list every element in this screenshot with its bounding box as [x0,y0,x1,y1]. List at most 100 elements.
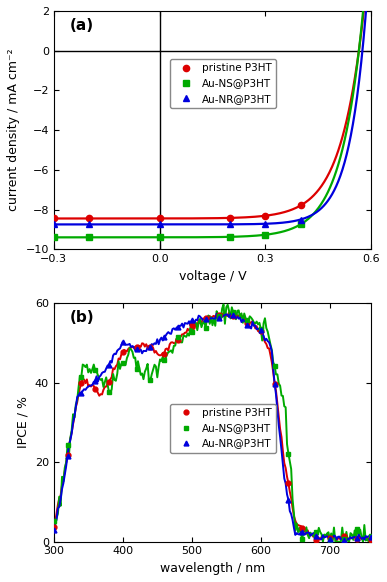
Au-NS@P3HT [298,221,303,228]
Au-NR@P3HT [272,380,277,387]
Au-NR@P3HT [300,528,305,535]
pristine P3HT [259,328,263,335]
Au-NR@P3HT [162,333,166,340]
pristine P3HT [300,524,305,531]
Au-NR@P3HT [231,312,236,319]
Text: (b): (b) [70,310,94,325]
Au-NR@P3HT [245,322,249,329]
pristine P3HT [51,215,56,222]
pristine P3HT [272,380,277,387]
Au-NR@P3HT [298,216,303,223]
Au-NS@P3HT [79,373,84,380]
Au-NR@P3HT [286,496,291,503]
Line: Au-NS@P3HT: Au-NS@P3HT [51,221,304,240]
pristine P3HT [120,349,125,356]
Au-NS@P3HT [93,367,98,374]
Au-NR@P3HT [314,533,319,540]
pristine P3HT [51,523,56,530]
Line: Au-NR@P3HT: Au-NR@P3HT [51,217,304,228]
Au-NS@P3HT [134,365,139,372]
pristine P3HT [245,320,249,327]
Au-NR@P3HT [157,221,162,228]
pristine P3HT [93,386,98,393]
Au-NS@P3HT [327,536,332,543]
Line: Au-NS@P3HT: Au-NS@P3HT [51,310,374,542]
Line: pristine P3HT: pristine P3HT [51,312,374,542]
pristine P3HT [327,535,332,542]
Au-NS@P3HT [190,329,194,336]
pristine P3HT [148,343,153,350]
Au-NS@P3HT [148,377,153,384]
Au-NS@P3HT [314,528,319,535]
Au-NR@P3HT [327,536,332,543]
Y-axis label: current density / mA cm⁻²: current density / mA cm⁻² [7,49,20,211]
Au-NR@P3HT [51,527,56,534]
Au-NR@P3HT [107,361,111,368]
X-axis label: voltage / V: voltage / V [179,269,246,283]
Au-NR@P3HT [79,389,84,396]
pristine P3HT [286,480,291,487]
Au-NS@P3HT [157,234,162,241]
Au-NS@P3HT [107,388,111,395]
Legend: pristine P3HT, Au-NS@P3HT, Au-NR@P3HT: pristine P3HT, Au-NS@P3HT, Au-NR@P3HT [170,59,276,108]
Au-NS@P3HT [245,317,249,324]
Au-NR@P3HT [259,327,263,334]
pristine P3HT [157,215,162,222]
Au-NR@P3HT [93,377,98,384]
Line: pristine P3HT: pristine P3HT [51,203,304,222]
pristine P3HT [298,202,303,209]
Au-NS@P3HT [51,234,56,241]
pristine P3HT [107,378,111,385]
pristine P3HT [217,311,222,318]
pristine P3HT [190,322,194,329]
Au-NR@P3HT [120,338,125,345]
Au-NS@P3HT [176,333,180,340]
Y-axis label: IPCE / %: IPCE / % [16,396,29,449]
Au-NS@P3HT [263,231,268,238]
Line: Au-NR@P3HT: Au-NR@P3HT [51,313,374,542]
Au-NR@P3HT [176,323,180,330]
pristine P3HT [87,215,91,222]
pristine P3HT [176,336,180,343]
Au-NR@P3HT [217,315,222,322]
Au-NS@P3HT [286,450,291,457]
Au-NR@P3HT [65,452,70,459]
Au-NS@P3HT [341,536,346,543]
pristine P3HT [134,343,139,350]
Au-NR@P3HT [87,221,91,228]
Au-NR@P3HT [51,221,56,228]
Au-NS@P3HT [300,535,305,542]
pristine P3HT [203,314,208,321]
Au-NR@P3HT [134,346,139,353]
pristine P3HT [341,533,346,540]
pristine P3HT [65,452,70,459]
Au-NS@P3HT [51,518,56,525]
pristine P3HT [355,535,360,542]
Au-NR@P3HT [190,317,194,324]
Legend: pristine P3HT, Au-NS@P3HT, Au-NR@P3HT: pristine P3HT, Au-NS@P3HT, Au-NR@P3HT [170,404,276,453]
Au-NS@P3HT [369,533,373,540]
pristine P3HT [231,313,236,320]
pristine P3HT [79,379,84,386]
Au-NS@P3HT [87,234,91,241]
Au-NS@P3HT [259,325,263,332]
Au-NR@P3HT [228,221,233,228]
pristine P3HT [263,212,268,219]
Text: (a): (a) [70,18,94,33]
Au-NS@P3HT [355,526,360,533]
Au-NR@P3HT [148,343,153,350]
Au-NR@P3HT [369,534,373,541]
Au-NS@P3HT [162,357,166,364]
pristine P3HT [162,350,166,357]
Au-NR@P3HT [341,537,346,544]
pristine P3HT [228,214,233,221]
Au-NR@P3HT [263,221,268,228]
pristine P3HT [369,537,373,544]
Au-NS@P3HT [231,308,236,315]
X-axis label: wavelength / nm: wavelength / nm [160,562,265,575]
Au-NS@P3HT [217,313,222,320]
Au-NS@P3HT [203,324,208,331]
pristine P3HT [314,536,319,543]
Au-NS@P3HT [272,362,277,369]
Au-NR@P3HT [203,315,208,322]
